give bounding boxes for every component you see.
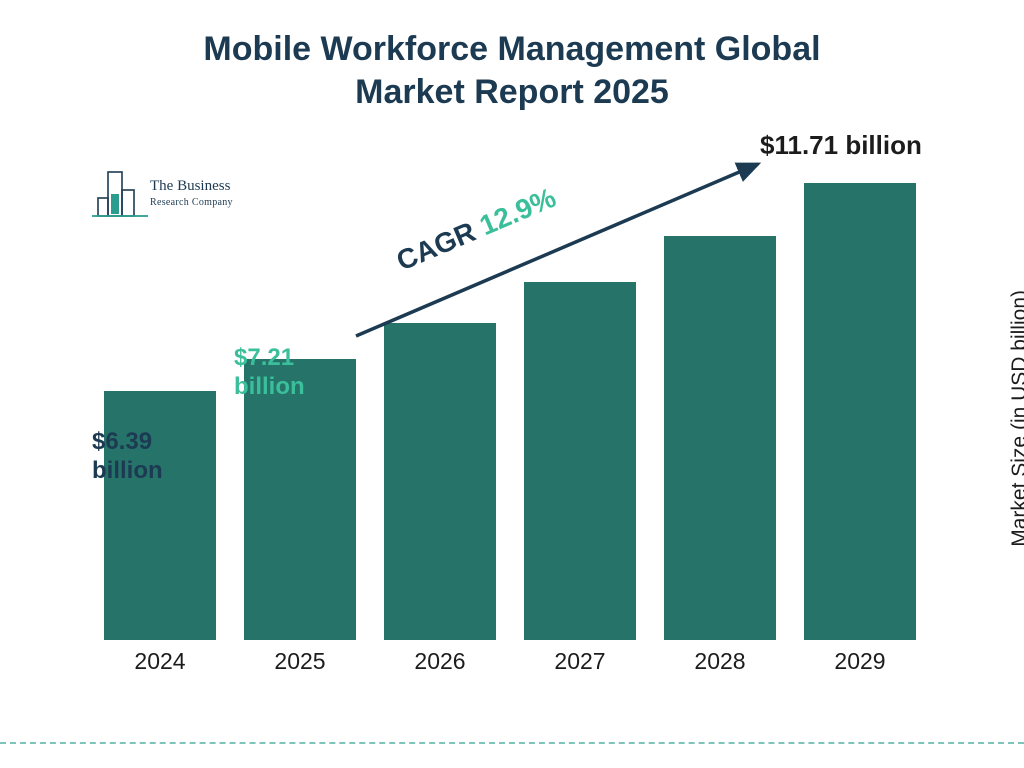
x-tick-label: 2027 <box>510 648 650 675</box>
value-label: $11.71 billion <box>760 130 922 161</box>
bar <box>804 183 916 640</box>
x-tick-label: 2026 <box>370 648 510 675</box>
y-axis-label: Market Size (in USD billion) <box>1008 290 1024 547</box>
chart-title-line1: Mobile Workforce Management Global <box>0 28 1024 71</box>
bar <box>384 323 496 640</box>
value-label: $7.21billion <box>234 344 305 402</box>
x-tick-label: 2029 <box>790 648 930 675</box>
x-axis-labels: 202420252026202720282029 <box>90 648 930 688</box>
x-tick-label: 2028 <box>650 648 790 675</box>
chart-title: Mobile Workforce Management Global Marke… <box>0 28 1024 113</box>
x-tick-label: 2024 <box>90 648 230 675</box>
chart-title-line2: Market Report 2025 <box>0 71 1024 114</box>
bottom-divider <box>0 742 1024 744</box>
value-label: $6.39billion <box>92 428 163 486</box>
x-tick-label: 2025 <box>230 648 370 675</box>
